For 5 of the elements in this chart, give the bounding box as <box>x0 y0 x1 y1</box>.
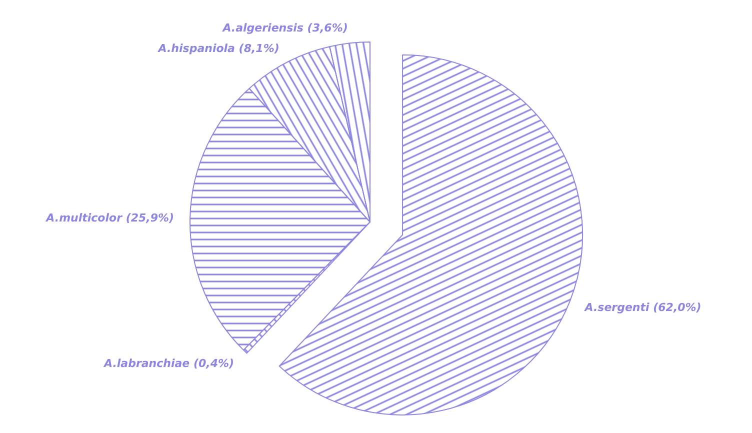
slice-label: A.multicolor (25,9%) <box>45 212 174 225</box>
slice-label: A.labranchiae (0,4%) <box>102 357 234 370</box>
slice-label: A.sergenti (62,0%) <box>584 301 702 314</box>
slice-label: A.algeriensis (3,6%) <box>222 21 348 34</box>
slice-label: A.hispaniola (8,1%) <box>157 42 280 56</box>
